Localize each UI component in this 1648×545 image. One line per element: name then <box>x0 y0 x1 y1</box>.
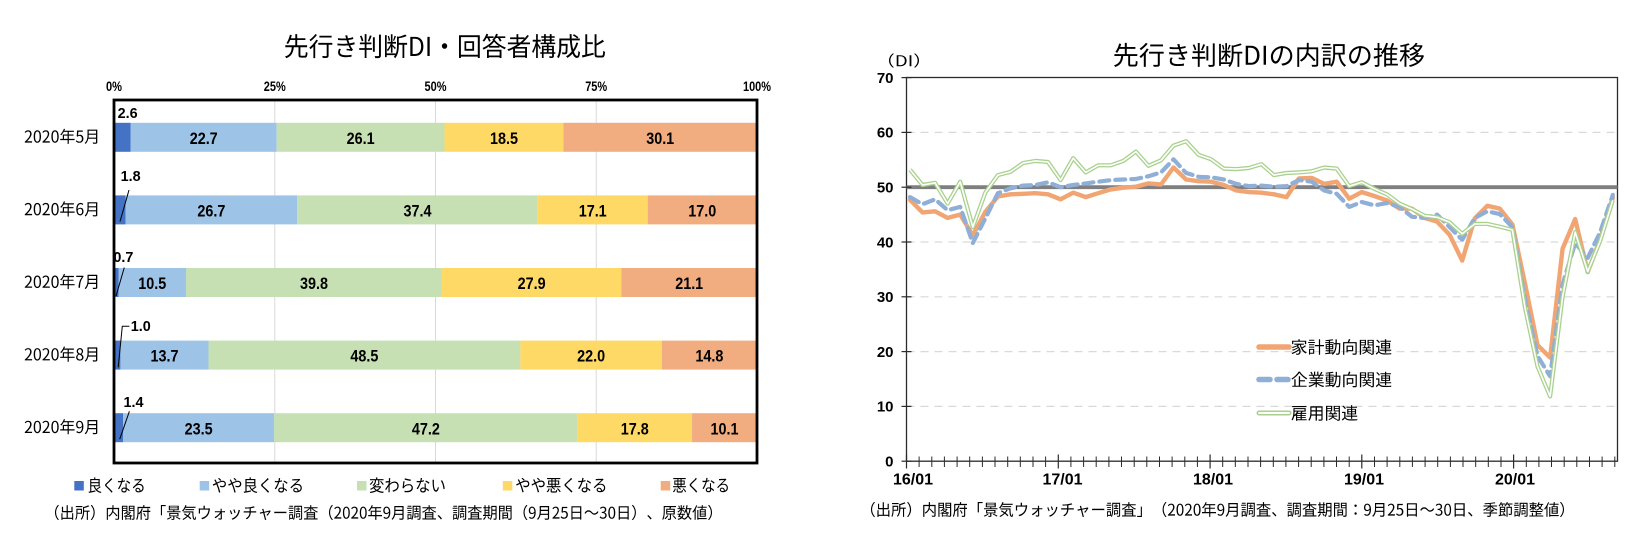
svg-text:0: 0 <box>885 454 893 471</box>
svg-text:30: 30 <box>877 289 894 306</box>
svg-text:75%: 75% <box>585 79 607 94</box>
svg-text:0.7: 0.7 <box>113 249 133 266</box>
svg-text:23.5: 23.5 <box>185 419 213 438</box>
svg-text:2.6: 2.6 <box>118 105 138 122</box>
svg-text:20: 20 <box>877 344 894 361</box>
svg-text:39.8: 39.8 <box>300 274 328 293</box>
svg-text:18.5: 18.5 <box>490 129 518 148</box>
svg-text:17.1: 17.1 <box>579 202 607 221</box>
svg-text:20/01: 20/01 <box>1495 472 1535 489</box>
svg-text:0%: 0% <box>106 79 122 94</box>
svg-text:40: 40 <box>877 234 894 251</box>
svg-text:1.4: 1.4 <box>124 394 145 411</box>
svg-text:21.1: 21.1 <box>675 274 703 293</box>
svg-text:22.0: 22.0 <box>577 347 605 366</box>
svg-text:10: 10 <box>877 399 894 416</box>
svg-text:17.0: 17.0 <box>688 202 716 221</box>
svg-text:14.8: 14.8 <box>695 347 723 366</box>
svg-text:26.7: 26.7 <box>197 202 225 221</box>
svg-text:1.0: 1.0 <box>131 318 151 335</box>
svg-text:1.8: 1.8 <box>121 168 141 185</box>
svg-text:47.2: 47.2 <box>412 419 440 438</box>
svg-text:30.1: 30.1 <box>646 129 674 148</box>
svg-text:16/01: 16/01 <box>893 472 933 489</box>
svg-text:13.7: 13.7 <box>151 347 179 366</box>
svg-text:60: 60 <box>877 125 894 142</box>
svg-text:19/01: 19/01 <box>1344 472 1384 489</box>
svg-text:26.1: 26.1 <box>347 129 375 148</box>
svg-text:17/01: 17/01 <box>1042 472 1082 489</box>
svg-text:27.9: 27.9 <box>518 274 546 293</box>
svg-text:50%: 50% <box>425 79 447 94</box>
svg-text:100%: 100% <box>743 79 771 94</box>
svg-text:70: 70 <box>877 70 894 87</box>
svg-text:50: 50 <box>877 180 894 197</box>
svg-text:25%: 25% <box>264 79 286 94</box>
svg-text:18/01: 18/01 <box>1193 472 1233 489</box>
svg-text:37.4: 37.4 <box>404 202 432 221</box>
svg-text:22.7: 22.7 <box>190 129 218 148</box>
svg-text:48.5: 48.5 <box>350 347 378 366</box>
svg-text:10.5: 10.5 <box>138 274 166 293</box>
svg-text:10.1: 10.1 <box>711 419 739 438</box>
svg-text:17.8: 17.8 <box>621 419 649 438</box>
